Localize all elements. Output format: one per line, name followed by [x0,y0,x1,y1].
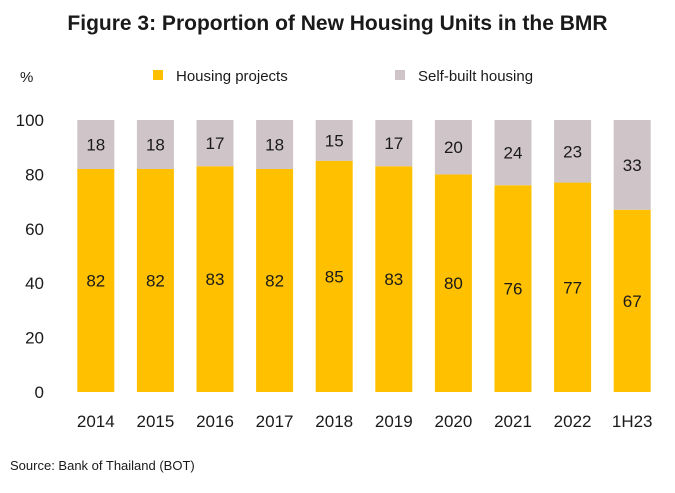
data-label: 82 [265,271,284,290]
bar-self-built-housing [315,120,353,161]
x-tick-label: 2021 [494,412,532,431]
data-label: 20 [444,138,463,157]
bar-self-built-housing [434,120,472,175]
legend-swatch [395,70,405,80]
legend-label: Housing projects [176,68,288,85]
bar-housing-projects [494,185,532,392]
bar-housing-projects [256,168,294,392]
data-label: 33 [623,156,642,175]
x-tick-label: 2014 [77,412,115,431]
data-label: 76 [504,280,523,299]
bar-self-built-housing [256,120,294,169]
chart-title: Figure 3: Proportion of New Housing Unit… [67,12,608,35]
bar-housing-projects [554,182,592,392]
bar-self-built-housing [494,120,532,186]
data-label: 18 [146,135,165,154]
bars: 82 18 82 18 83 17 82 18 85 15 83 17 80 20 76 24 77 23 67 33 [77,120,651,392]
y-tick-label: 60 [25,220,44,239]
x-tick-label: 2015 [136,412,174,431]
data-label: 82 [86,271,105,290]
x-tick-label: 1H23 [612,412,653,431]
data-label: 24 [504,144,523,163]
bar-self-built-housing [613,120,651,210]
x-tick-label: 2019 [375,412,413,431]
bar-housing-projects [434,174,472,392]
legend-label: Self-built housing [418,68,533,85]
data-label: 83 [206,270,225,289]
x-tick-label: 2020 [434,412,472,431]
data-label: 82 [146,271,165,290]
data-label: 80 [444,274,463,293]
bar-self-built-housing [77,120,115,169]
source-note: Source: Bank of Thailand (BOT) [10,458,195,473]
y-tick-label: 100 [16,111,44,130]
bar-housing-projects [136,168,174,392]
bar-housing-projects [315,160,353,392]
data-label: 85 [325,267,344,286]
data-label: 17 [206,134,225,153]
legend-swatch [153,70,163,80]
y-tick-label: 0 [35,383,44,402]
data-label: 18 [86,135,105,154]
data-label: 67 [623,292,642,311]
bar-housing-projects [613,209,651,392]
y-axis: 0 20 40 60 80 100 [16,111,44,402]
x-tick-label: 2018 [315,412,353,431]
bar-housing-projects [375,166,413,392]
data-label: 83 [384,270,403,289]
data-label: 17 [384,134,403,153]
bar-housing-projects [196,166,234,392]
legend: Housing projects Self-built housing [153,68,533,85]
bar-self-built-housing [375,120,413,167]
bar-self-built-housing [554,120,592,183]
bar-self-built-housing [196,120,234,167]
x-tick-label: 2016 [196,412,234,431]
x-tick-label: 2017 [256,412,294,431]
y-tick-label: 20 [25,329,44,348]
x-axis: 2014 2015 2016 2017 2018 2019 2020 2021 2022 1H23 [77,412,653,431]
data-label: 77 [563,278,582,297]
y-tick-label: 40 [25,274,44,293]
data-label: 18 [265,135,284,154]
y-tick-label: 80 [25,165,44,184]
x-tick-label: 2022 [554,412,592,431]
y-axis-unit: % [20,69,33,86]
data-label: 15 [325,131,344,150]
data-label: 23 [563,142,582,161]
bar-self-built-housing [136,120,174,169]
bar-housing-projects [77,168,115,392]
